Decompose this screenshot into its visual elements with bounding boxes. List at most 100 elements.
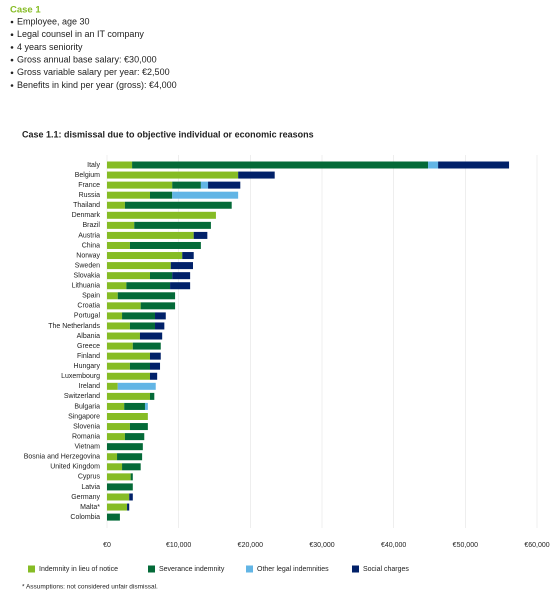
bullet-dot <box>10 33 14 36</box>
y-tick-label: Italy <box>87 162 100 169</box>
bar-segment <box>117 292 176 300</box>
bar-segment <box>428 161 439 169</box>
y-tick-label: Switzerland <box>64 393 100 400</box>
bar-segment <box>126 282 171 290</box>
bar-segment <box>155 322 165 330</box>
y-tick-label: Latvia <box>81 484 100 491</box>
y-tick-label: Bulgaria <box>74 403 100 410</box>
bar-segment <box>107 362 130 370</box>
bar-segment <box>107 483 133 491</box>
bar-segment <box>107 262 171 270</box>
bar-segment <box>132 161 429 169</box>
bullet-text: Legal counsel in an IT company <box>17 29 144 39</box>
bar-segment <box>170 262 193 270</box>
bar-segment <box>107 171 239 179</box>
bar-segment <box>150 392 155 400</box>
bar-segment <box>107 302 141 310</box>
bar-segment <box>107 332 140 340</box>
bar-segment <box>107 181 173 189</box>
x-tick-label: €60,000 <box>524 542 549 549</box>
bar-segment <box>107 382 118 390</box>
bar-segment <box>107 241 130 249</box>
bullet-text: Gross variable salary per year: €2,500 <box>17 67 170 77</box>
bar-segment <box>107 473 131 481</box>
bar-segment <box>107 211 216 219</box>
y-tick-label: France <box>78 182 100 189</box>
y-tick-label: Brazil <box>82 222 100 229</box>
chart-title: Case 1.1: dismissal due to objective ind… <box>22 129 314 139</box>
bar-segment <box>150 191 173 199</box>
bar-segment <box>107 402 125 410</box>
bar-segment <box>107 191 150 199</box>
y-tick-label: Cyprus <box>78 474 101 481</box>
bar-segment <box>107 252 183 260</box>
bar-segment <box>107 221 135 229</box>
bar-segment <box>122 312 156 320</box>
bar-segment <box>124 201 232 209</box>
bullet-dot <box>10 71 14 75</box>
y-tick-label: Norway <box>76 252 100 259</box>
bullet-dot <box>10 58 14 62</box>
y-tick-label: Bosnia and Herzegovina <box>24 454 100 461</box>
bar-segment <box>127 503 130 511</box>
bar-segment <box>124 433 145 441</box>
y-tick-label: Malta* <box>80 504 100 511</box>
bar-segment <box>438 161 510 169</box>
y-tick-label: Slovakia <box>74 273 101 280</box>
bar-segment <box>122 463 141 471</box>
bar-segment <box>124 402 145 410</box>
legend-label: Social charges <box>363 566 409 573</box>
bar-segment <box>107 312 123 320</box>
x-tick-label: €50,000 <box>453 542 478 549</box>
y-tick-label: Singapore <box>68 413 100 420</box>
bar-segment <box>107 231 194 239</box>
bar-segment <box>129 362 150 370</box>
bar-segment <box>150 372 158 380</box>
y-tick-label: Slovenia <box>73 423 100 430</box>
bar-segment <box>129 322 156 330</box>
bar-segment <box>107 292 118 300</box>
case-title: Case 1 <box>10 5 41 16</box>
legend-label: Indemnity in lieu of notice <box>39 566 118 573</box>
y-tick-label: The Netherlands <box>48 323 100 330</box>
bar-segment <box>107 423 130 431</box>
bar-segment <box>107 443 143 451</box>
y-tick-label: Russia <box>79 192 101 199</box>
y-tick-label: United Kingdom <box>50 464 100 471</box>
y-tick-label: Portugal <box>74 313 101 320</box>
y-tick-label: Germany <box>71 494 100 501</box>
bullet-dot <box>10 20 14 24</box>
bar-segment <box>182 252 194 260</box>
bullet-text: Benefits in kind per year (gross): €4,00… <box>17 80 177 90</box>
bar-segment <box>129 493 133 501</box>
y-tick-label: Austria <box>78 232 100 239</box>
bullet-text: Gross annual base salary: €30,000 <box>17 54 157 64</box>
legend-swatch <box>28 565 35 573</box>
x-tick-label: €10,000 <box>166 542 191 549</box>
bar-segment <box>107 201 125 209</box>
y-tick-label: China <box>82 242 100 249</box>
bar-segment <box>129 423 148 431</box>
y-tick-label: Greece <box>77 343 100 350</box>
bar-segment <box>107 463 123 471</box>
bar-segment <box>238 171 275 179</box>
bar-segment <box>107 433 125 441</box>
legend-label: Other legal indemnities <box>257 566 329 573</box>
bar-segment <box>107 352 150 360</box>
bullet-dot <box>10 46 14 49</box>
bar-segment <box>193 231 208 239</box>
bar-segment <box>170 282 191 290</box>
bullet-dot <box>10 84 14 87</box>
bar-segment <box>134 221 211 229</box>
bar-segment <box>107 513 120 521</box>
bar-segment <box>200 181 209 189</box>
bar-segment <box>150 352 161 360</box>
y-tick-label: Belgium <box>75 172 100 179</box>
y-tick-label: Croatia <box>77 303 100 310</box>
y-tick-label: Finland <box>77 353 100 360</box>
bar-segment <box>107 453 118 461</box>
bar-segment <box>172 191 239 199</box>
bar-segment <box>129 241 201 249</box>
bar-segment <box>155 312 166 320</box>
